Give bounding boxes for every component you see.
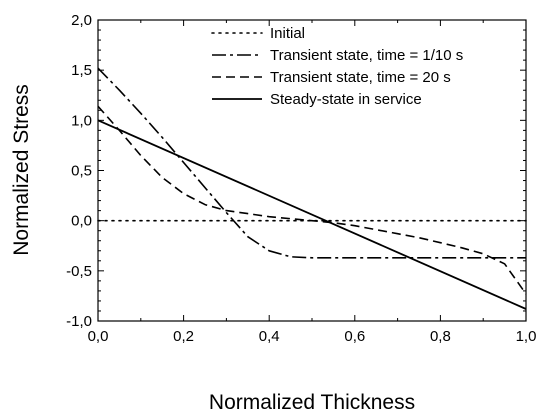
y-tick-label: 0,0: [71, 213, 92, 230]
legend-label-3: Transient state, time = 20 s: [270, 69, 451, 86]
legend-label-2: Transient state, time = 1/10 s: [270, 47, 463, 64]
series-line-4: [97, 119, 527, 310]
plot-frame: [97, 19, 527, 322]
y-tick-label: -1,0: [66, 313, 92, 330]
x-axis-title: Normalized Thickness: [209, 391, 415, 414]
x-tick-label: 1,0: [516, 328, 537, 345]
y-tick-label: -0,5: [66, 263, 92, 280]
y-tick-label: 1,5: [71, 62, 92, 79]
y-tick-label: 2,0: [71, 12, 92, 29]
x-tick-label: 0,0: [88, 328, 109, 345]
ticks-layer: 0,0 0,2 0,4 0,6 0,8 1,0 -1,0 -0,5 0,0 0,5 1,0 1,5 2,…: [66, 12, 536, 345]
x-tick-label: 0,2: [173, 328, 194, 345]
x-tick-label: 0,4: [259, 328, 280, 345]
x-tick-label: 0,8: [430, 328, 451, 345]
legend-label-4: Steady-state in service: [270, 91, 422, 108]
x-tick-label: 0,6: [344, 328, 365, 345]
legend-label-1: Initial: [270, 25, 305, 42]
series-line-3: [97, 105, 527, 295]
y-tick-label: 0,5: [71, 163, 92, 180]
y-tick-label: 1,0: [71, 112, 92, 129]
series-layer: [97, 67, 527, 310]
series-line-2: [97, 67, 526, 259]
legend: Initial Transient state, time = 1/10 s Tra…: [211, 25, 463, 108]
y-axis-title: Normalized Stress: [10, 84, 33, 256]
